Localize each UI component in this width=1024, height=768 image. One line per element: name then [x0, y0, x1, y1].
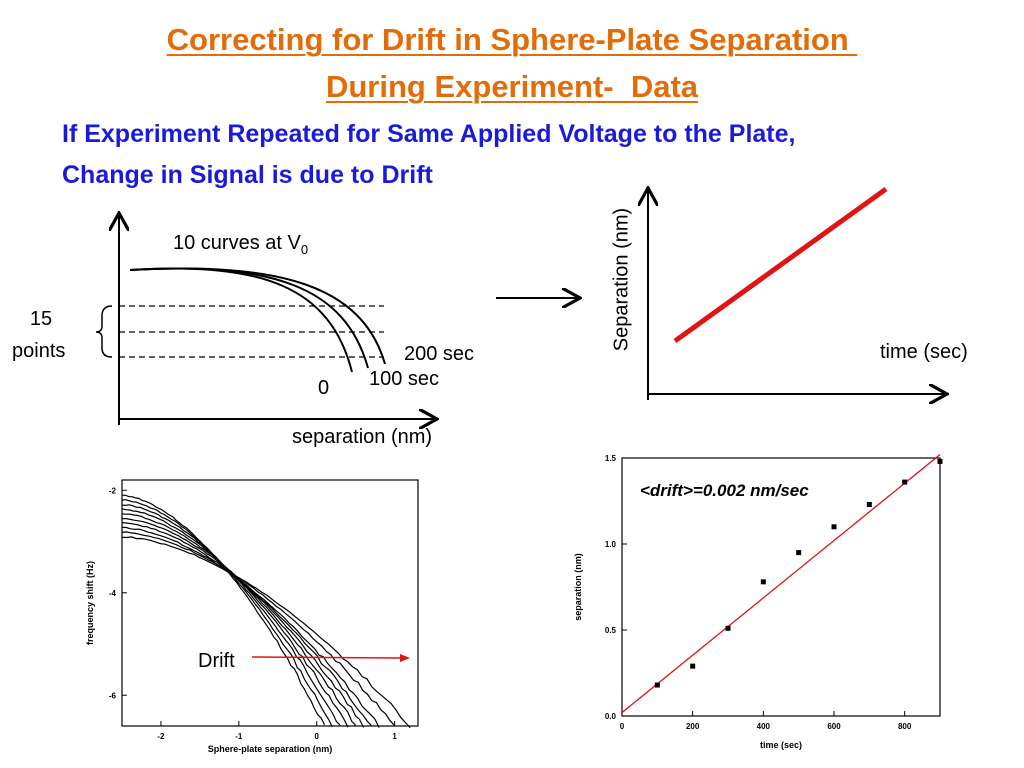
separation-trend-line — [673, 186, 888, 344]
chart2-x-tick-label: 400 — [757, 722, 771, 731]
chart2-ylabel: separation (nm) — [573, 553, 583, 621]
separation-xlabel: time (sec) — [880, 341, 968, 363]
chart2-y-tick-label: 1.0 — [605, 540, 617, 549]
drift-arrow-head — [400, 654, 410, 662]
curves-label-subscript: 0 — [300, 242, 309, 257]
data-point-1 — [654, 682, 660, 688]
chart1-y-tick-label: -4 — [109, 589, 117, 598]
fit-line — [621, 454, 941, 714]
curve-label-200: 200 sec — [404, 343, 475, 365]
data-point-7 — [866, 501, 872, 507]
subtitle-line2: Change in Signal is due to Drift — [62, 161, 433, 189]
chart1-ylabel: frequency shift (Hz) — [85, 561, 95, 645]
chart2-y-tick-label: 1.5 — [605, 454, 617, 463]
chart2-x-tick-label: 0 — [620, 722, 625, 731]
curves-label: 10 curves at V0 — [173, 232, 309, 257]
chart2-frame — [621, 457, 941, 717]
chart1-y-tick-label: -2 — [109, 486, 117, 495]
chart2-y-tick-label: 0.5 — [605, 626, 617, 635]
bracket-label-line1: 15 — [29, 308, 53, 330]
chart1-frame — [121, 479, 419, 727]
curve-label-0: 0 — [318, 377, 330, 399]
data-point-2 — [690, 663, 696, 669]
schematic-curve-100 — [129, 267, 369, 369]
chart1-xlabel: Sphere-plate separation (nm) — [208, 744, 333, 754]
slide-title-line1: Correcting for Drift in Sphere-Plate Sep… — [166, 22, 858, 57]
chart2-xlabel: time (sec) — [760, 740, 802, 750]
points-bracket — [95, 305, 113, 358]
data-point-9 — [937, 458, 943, 464]
bracket-label-line2: points — [12, 340, 66, 362]
chart1-x-tick-label: 0 — [315, 732, 320, 741]
chart1-x-tick-label: -2 — [157, 732, 165, 741]
chart1-x-tick-label: -1 — [235, 732, 243, 741]
chart2-x-tick-label: 800 — [898, 722, 912, 731]
chart1-y-tick-label: -6 — [109, 691, 117, 700]
schematic-curve-200 — [129, 267, 386, 365]
schematic-xlabel: separation (nm) — [292, 426, 433, 448]
data-point-6 — [831, 524, 837, 530]
drift-arrow — [251, 656, 403, 659]
data-point-3 — [725, 625, 731, 631]
frequency-curve-8 — [121, 526, 380, 728]
curve-label-100: 100 sec — [369, 368, 440, 390]
data-point-4 — [760, 579, 766, 585]
frequency-shift-chart: -2 -1 0 1 -2 -4 -6 Sphere-plate separation (nm… — [85, 479, 419, 754]
drift-rate-annotation: <drift>=0.002 nm/sec — [640, 481, 809, 500]
chart1-x-tick-label: 1 — [392, 732, 397, 741]
slide-title-line2: During Experiment- Data — [325, 69, 699, 104]
chart2-x-tick-label: 200 — [686, 722, 700, 731]
chart2-y-tick-label: 0.0 — [605, 712, 617, 721]
separation-ylabel: Separation (nm) — [610, 207, 633, 352]
data-point-5 — [796, 550, 802, 556]
chart2-x-tick-label: 600 — [827, 722, 841, 731]
subtitle-line1: If Experiment Repeated for Same Applied … — [62, 120, 796, 148]
data-point-8 — [902, 479, 908, 485]
frequency-curve-9 — [121, 531, 396, 727]
separation-time-chart: 0 200 400 600 800 0.0 0.5 1.0 1.5 time (sec) sep… — [573, 454, 943, 750]
frequency-curve-10 — [121, 536, 411, 729]
drift-annotation: Drift — [198, 650, 235, 672]
